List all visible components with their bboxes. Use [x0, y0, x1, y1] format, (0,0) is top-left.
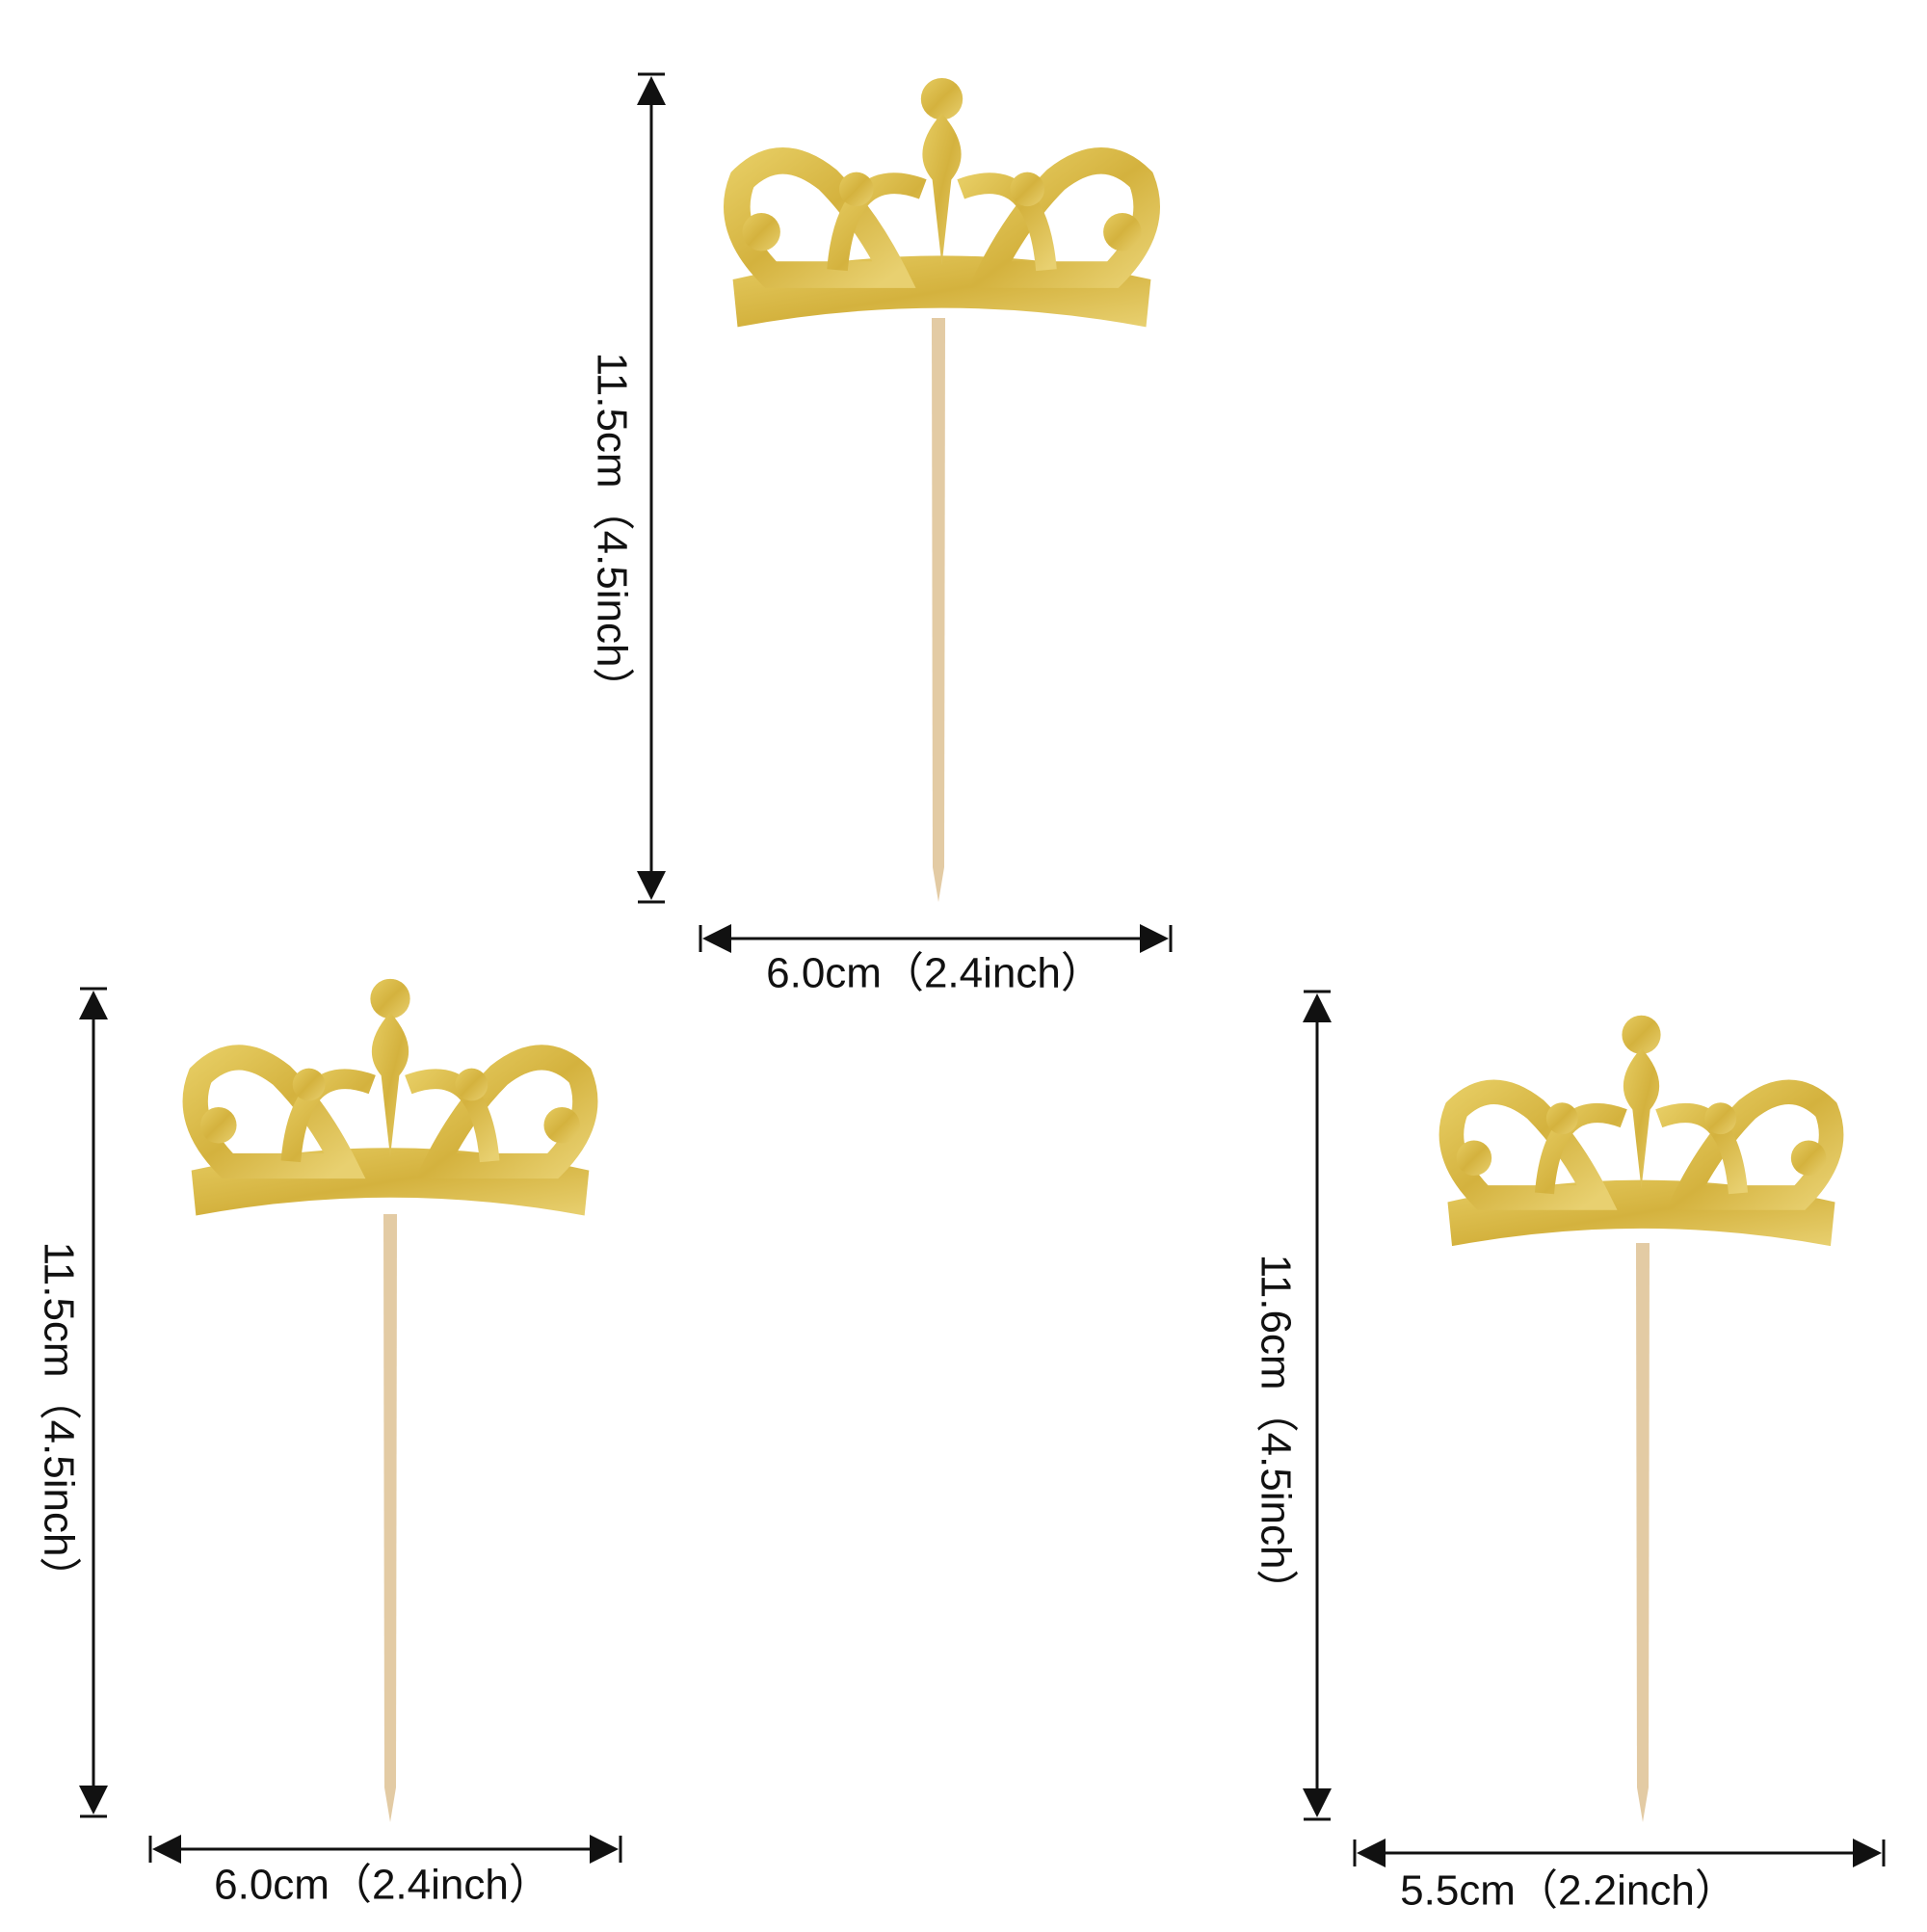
height-label: 11.6cm（4.5inch） — [1252, 1255, 1299, 1612]
width-label: 6.0cm（2.4inch） — [766, 950, 1103, 997]
stick — [932, 318, 945, 902]
stick — [383, 1214, 397, 1822]
stick — [1636, 1243, 1650, 1822]
height-label: 11.5cm（4.5inch） — [35, 1242, 82, 1600]
height-label: 11.5cm（4.5inch） — [588, 353, 635, 710]
width-label: 5.5cm（2.2inch） — [1400, 1867, 1737, 1915]
topper: 11.5cm（4.5inch） 6.0cm（2.4inch） — [35, 979, 622, 1909]
topper: 11.6cm（4.5inch） 5.5cm（2.2inch） — [1252, 990, 1886, 1915]
crown — [1447, 1016, 1835, 1246]
crown — [733, 78, 1151, 327]
width-label: 6.0cm（2.4inch） — [214, 1862, 551, 1909]
crown — [192, 979, 590, 1216]
topper: 11.5cm（4.5inch） 6.0cm（2.4inch） — [588, 72, 1173, 997]
